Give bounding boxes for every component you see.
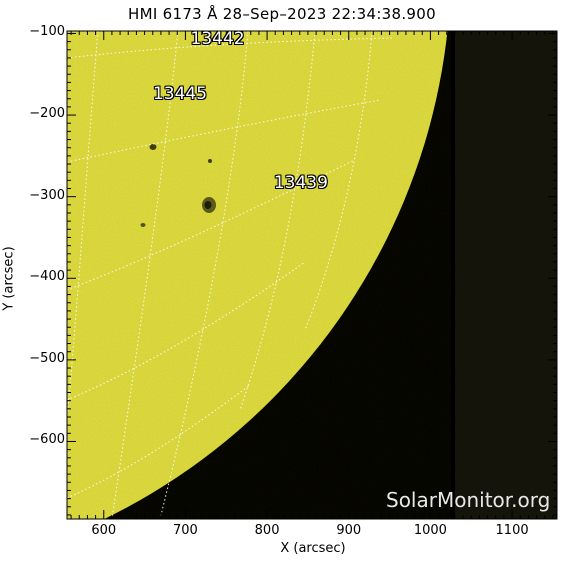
longitude-line [239, 31, 316, 411]
latitude-line [67, 384, 251, 499]
y-tick-label: −300 [29, 187, 65, 203]
latitude-line [67, 159, 356, 291]
heliographic-grid [67, 31, 393, 519]
sunspot-main-umbra [204, 201, 212, 209]
axis-ticks [67, 31, 557, 519]
active-region-label: 13445 [152, 83, 208, 104]
sunspots [140, 144, 216, 227]
x-tick-label: 700 [172, 523, 198, 538]
latitude-line [67, 37, 393, 59]
x-tick-label: 1100 [495, 523, 529, 538]
x-tick-label: 900 [336, 523, 362, 538]
x-axis-label: X (arcsec) [280, 541, 346, 556]
plot-frame [66, 30, 558, 520]
sunspot-small [208, 159, 212, 163]
y-tick-label: −200 [29, 106, 65, 122]
y-tick-label: −400 [29, 269, 65, 285]
sunspot-small [149, 144, 157, 150]
active-region-label: 13442 [190, 28, 245, 49]
latitude-line [67, 99, 381, 163]
y-axis-label: Y (arcsec) [1, 246, 17, 311]
sunspot-small [140, 223, 146, 227]
y-tick-label: −600 [29, 432, 65, 448]
longitude-line [67, 31, 99, 421]
active-region-label: 13439 [273, 173, 328, 194]
x-tick-label: 1000 [413, 523, 447, 538]
outside-fov-region [455, 31, 557, 519]
solar-texture [67, 31, 448, 519]
watermark: SolarMonitor.org [386, 488, 551, 512]
page-title: HMI 6173 Å 28–Sep–2023 22:34:38.900 [128, 5, 436, 23]
y-tick-label: −100 [29, 24, 65, 40]
x-tick-label: 800 [254, 523, 280, 538]
x-tick-label: 600 [91, 523, 117, 538]
y-tick-label: −500 [29, 350, 65, 366]
latitude-line [67, 261, 306, 401]
longitude-line [159, 31, 249, 519]
